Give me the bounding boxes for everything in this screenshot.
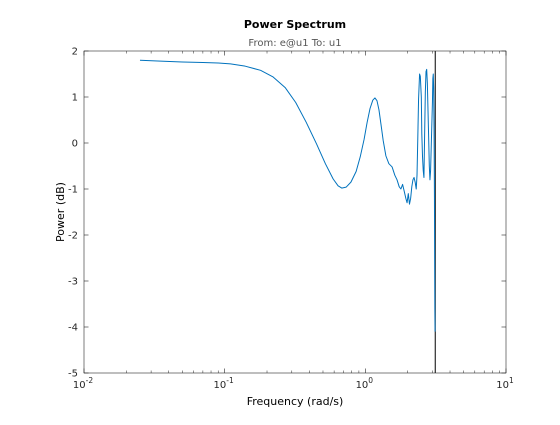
x-tick-label: 10-2 xyxy=(73,376,93,391)
y-tick-label: 0 xyxy=(72,139,78,150)
y-tick-label: -2 xyxy=(68,231,78,242)
y-axis-label: Power (dB) xyxy=(54,182,67,242)
y-tick-label: -1 xyxy=(68,185,78,196)
data-layer xyxy=(139,51,436,373)
x-tick-label: 10-1 xyxy=(214,376,234,391)
y-tick-label: -5 xyxy=(68,369,78,380)
x-tick-label: 101 xyxy=(496,376,514,391)
chart-subtitle: From: e@u1 To: u1 xyxy=(248,38,341,49)
x-axis-label: Frequency (rad/s) xyxy=(247,395,344,408)
y-tick-label: -3 xyxy=(68,277,78,288)
y-tick-label: -4 xyxy=(68,323,78,334)
x-tick-label: 100 xyxy=(356,376,374,391)
y-tick-label: 1 xyxy=(72,93,78,104)
chart-title: Power Spectrum xyxy=(244,18,346,31)
axes-box xyxy=(83,50,507,374)
y-tick-label: 2 xyxy=(72,47,78,58)
spectrum-series-line xyxy=(139,59,436,332)
plot-area xyxy=(84,51,506,373)
